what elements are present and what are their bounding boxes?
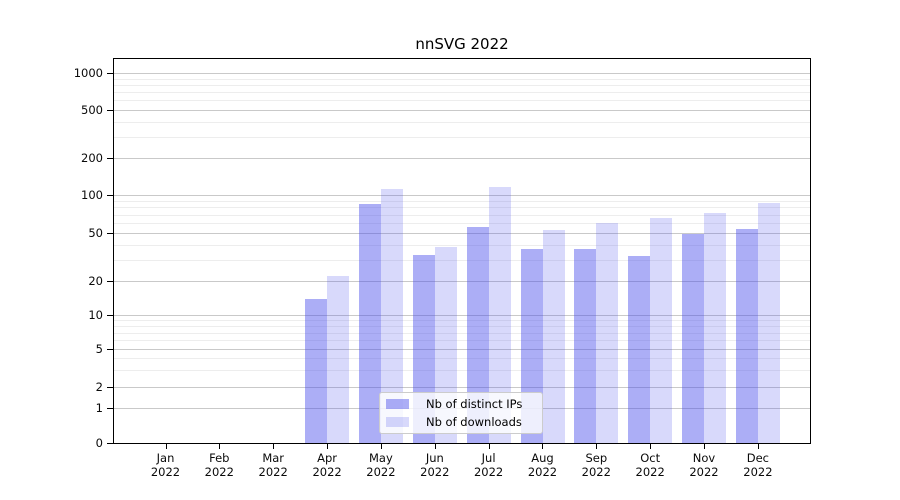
x-tick-label: Aug 2022 bbox=[527, 451, 558, 479]
x-tick-mark bbox=[435, 444, 436, 449]
y-tick-label: 200 bbox=[81, 151, 103, 165]
x-tick-mark bbox=[758, 444, 759, 449]
x-tick-label: Oct 2022 bbox=[635, 451, 665, 479]
y-tick-label: 2 bbox=[95, 380, 103, 394]
gridline-major bbox=[114, 349, 810, 350]
x-tick-mark bbox=[542, 444, 543, 449]
gridline-major bbox=[114, 233, 810, 234]
y-tick-label: 500 bbox=[81, 103, 103, 117]
legend-label-distinct-ips: Nb of distinct IPs bbox=[426, 397, 523, 412]
y-tick-label: 10 bbox=[88, 308, 103, 322]
gridline-minor bbox=[114, 358, 810, 360]
gridline-major bbox=[114, 387, 810, 388]
x-tick-label: Sep 2022 bbox=[581, 451, 611, 479]
x-tick-label: May 2022 bbox=[366, 451, 396, 479]
x-tick-mark bbox=[219, 444, 220, 449]
x-tick-label: Jan 2022 bbox=[150, 451, 181, 479]
gridline-minor bbox=[114, 370, 810, 372]
legend-entry-downloads: Nb of downloads bbox=[386, 415, 536, 430]
bar-downloads-may bbox=[380, 189, 403, 443]
gridline-major bbox=[114, 158, 810, 159]
x-tick-mark bbox=[273, 444, 274, 449]
gridline-major bbox=[114, 195, 810, 196]
bar-downloads-dec bbox=[757, 202, 780, 443]
bar-downloads-jul bbox=[488, 187, 511, 443]
gridline-minor bbox=[114, 200, 810, 202]
bar-distinct-ips-dec bbox=[735, 228, 758, 443]
chart-legend: Nb of distinct IPs Nb of downloads bbox=[379, 392, 543, 434]
bar-distinct-ips-sep bbox=[574, 248, 597, 443]
bar-downloads-apr bbox=[327, 276, 350, 443]
y-tick-mark bbox=[107, 387, 113, 388]
gridline-minor bbox=[114, 207, 810, 209]
gridline-minor bbox=[114, 214, 810, 216]
bar-downloads-oct bbox=[650, 217, 673, 443]
y-tick-label: 1000 bbox=[73, 66, 103, 80]
gridline-minor bbox=[114, 92, 810, 93]
bar-distinct-ips-apr bbox=[305, 298, 328, 443]
x-tick-label: Jun 2022 bbox=[420, 451, 450, 479]
x-tick-label: Mar 2022 bbox=[258, 451, 288, 479]
legend-swatch-downloads bbox=[386, 416, 409, 427]
bar-distinct-ips-oct bbox=[628, 256, 651, 443]
gridline-minor bbox=[114, 136, 810, 138]
x-tick-mark bbox=[166, 444, 167, 449]
gridline-minor bbox=[114, 325, 810, 327]
gridline-minor bbox=[114, 320, 810, 322]
gridline-minor bbox=[114, 244, 810, 246]
x-tick-mark bbox=[381, 444, 382, 449]
y-tick-label: 1 bbox=[95, 401, 103, 415]
bar-distinct-ips-nov bbox=[682, 234, 704, 443]
y-tick-mark bbox=[107, 281, 113, 282]
x-tick-label: Jul 2022 bbox=[473, 451, 504, 479]
bar-distinct-ips-may bbox=[358, 203, 381, 443]
y-tick-mark bbox=[107, 158, 113, 159]
x-tick-mark bbox=[327, 444, 328, 449]
gridline-minor bbox=[114, 121, 810, 123]
gridline-major bbox=[114, 110, 810, 111]
gridline-major bbox=[114, 281, 810, 282]
y-tick-label: 50 bbox=[88, 226, 103, 240]
x-tick-label: Apr 2022 bbox=[312, 451, 342, 479]
bar-distinct-ips-jul bbox=[466, 226, 489, 443]
x-tick-mark bbox=[489, 444, 490, 449]
y-tick-mark bbox=[107, 195, 113, 196]
legend-swatch-distinct-ips bbox=[386, 399, 409, 410]
gridline-minor bbox=[114, 223, 810, 224]
x-tick-mark bbox=[596, 444, 597, 449]
y-tick-mark bbox=[107, 73, 113, 74]
gridline-minor bbox=[114, 100, 810, 102]
y-tick-mark bbox=[107, 443, 113, 444]
y-tick-mark bbox=[107, 408, 113, 409]
y-tick-mark bbox=[107, 349, 113, 350]
x-tick-label: Nov 2022 bbox=[689, 451, 719, 479]
chart-title: nnSVG 2022 bbox=[415, 35, 509, 53]
gridline-minor bbox=[114, 340, 810, 342]
bar-downloads-nov bbox=[704, 213, 726, 443]
x-tick-label: Feb 2022 bbox=[204, 451, 234, 479]
x-tick-label: Dec 2022 bbox=[743, 451, 773, 479]
gridline-minor bbox=[114, 259, 810, 261]
gridline-minor bbox=[114, 78, 810, 80]
bar-downloads-aug bbox=[542, 229, 565, 443]
x-tick-mark bbox=[704, 444, 705, 449]
gridline-major bbox=[114, 315, 810, 316]
legend-label-downloads: Nb of downloads bbox=[426, 414, 522, 429]
y-tick-label: 5 bbox=[95, 342, 103, 356]
gridline-minor bbox=[114, 84, 810, 86]
y-tick-label: 100 bbox=[81, 188, 103, 202]
y-tick-label: 20 bbox=[88, 274, 103, 288]
x-tick-mark bbox=[650, 444, 651, 449]
gridline-minor bbox=[114, 332, 810, 334]
legend-entry-distinct-ips: Nb of distinct IPs bbox=[386, 397, 536, 412]
y-tick-mark bbox=[107, 110, 113, 111]
y-tick-mark bbox=[107, 233, 113, 234]
y-tick-mark bbox=[107, 315, 113, 316]
bar-downloads-sep bbox=[596, 223, 619, 443]
y-tick-label: 0 bbox=[95, 436, 103, 450]
gridline-major bbox=[114, 73, 810, 74]
